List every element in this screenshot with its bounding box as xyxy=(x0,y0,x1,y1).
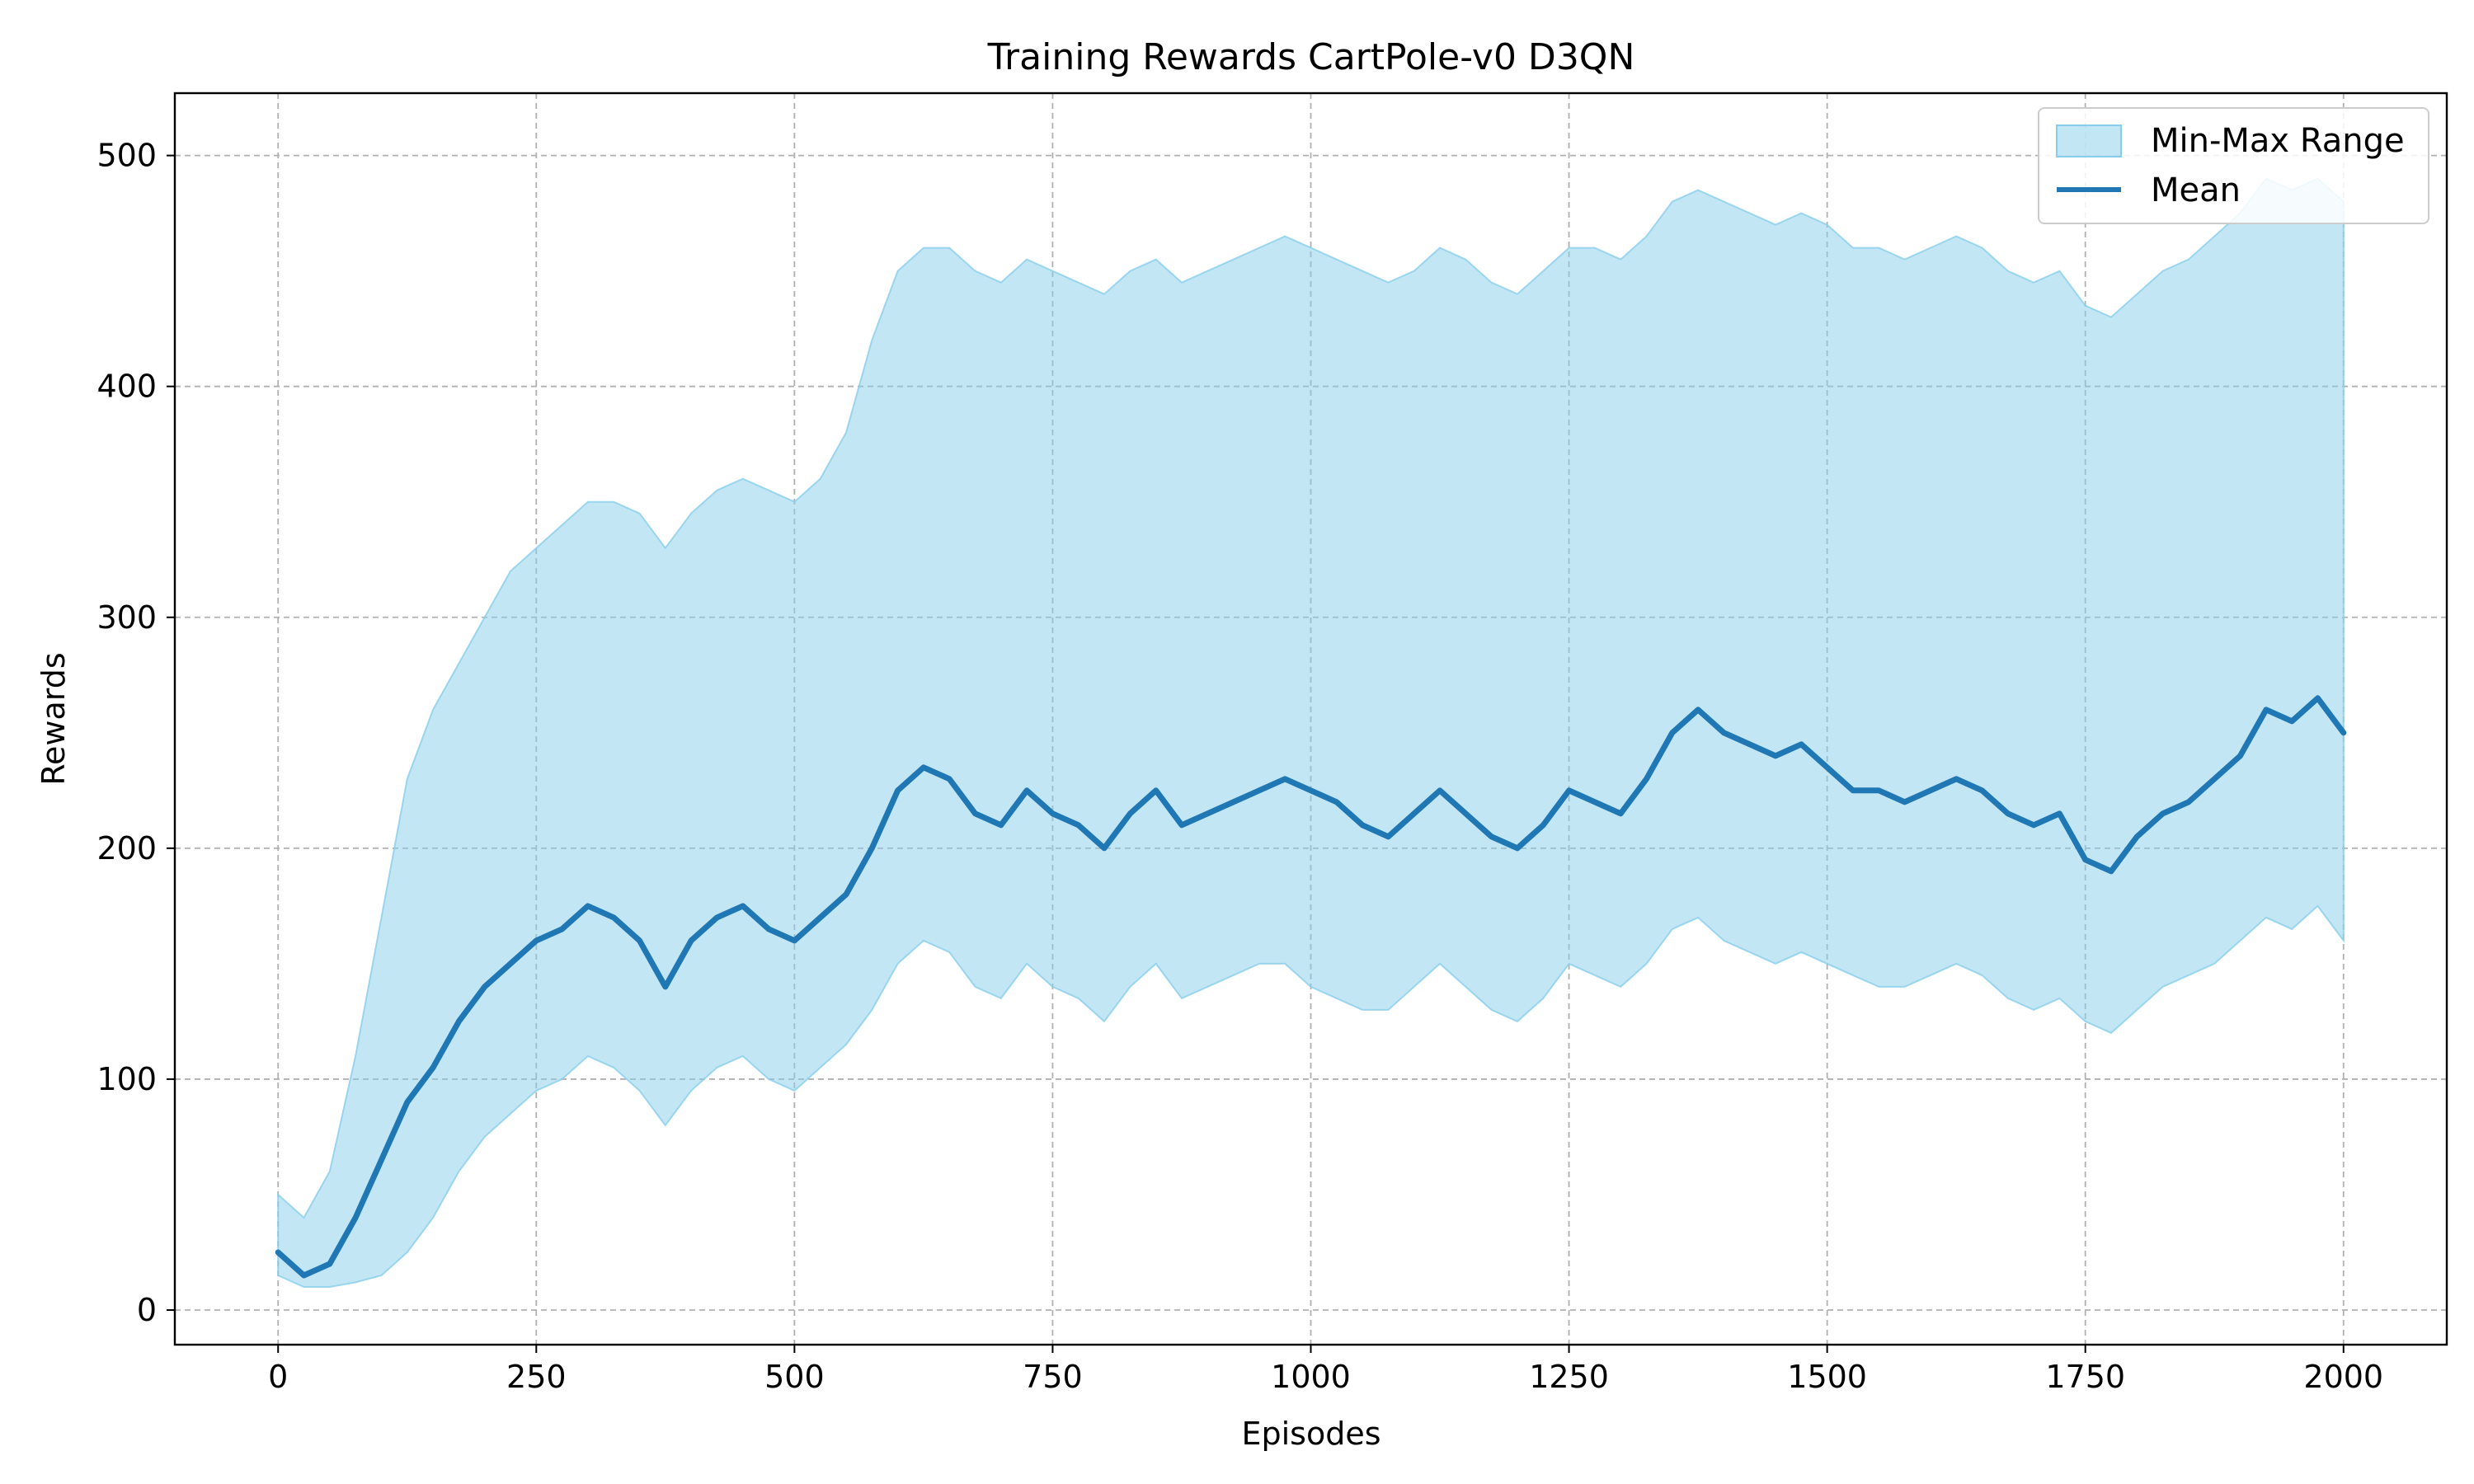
mean-line xyxy=(275,695,2347,1279)
x-tick-label: 500 xyxy=(764,1359,825,1395)
y-tick-label: 500 xyxy=(96,138,157,174)
y-tick-label: 300 xyxy=(96,599,157,636)
x-tick-label: 0 xyxy=(268,1359,288,1395)
y-axis-label: Rewards xyxy=(35,652,72,785)
min-max-range-band xyxy=(277,177,2345,1288)
legend-band-swatch xyxy=(2056,124,2122,157)
legend-label-min-max-range: Min-Max Range xyxy=(2151,122,2405,160)
x-tick-label: 1250 xyxy=(1529,1359,1609,1395)
x-axis: 0 250 500 750 1000 1250 1500 1750 2000 xyxy=(268,1345,2383,1395)
legend: Min-Max Range Mean xyxy=(2038,107,2429,224)
plot-area xyxy=(275,177,2347,1288)
x-tick-label: 2000 xyxy=(2303,1359,2383,1395)
y-tick-label: 200 xyxy=(96,830,157,866)
y-tick-label: 100 xyxy=(96,1061,157,1097)
y-axis: 0 100 200 300 400 500 xyxy=(96,138,175,1328)
legend-label-mean: Mean xyxy=(2151,171,2241,209)
x-tick-label: 1000 xyxy=(1271,1359,1351,1395)
x-tick-label: 1500 xyxy=(1787,1359,1867,1395)
y-tick-label: 400 xyxy=(96,369,157,405)
legend-box xyxy=(2038,107,2429,224)
x-tick-label: 1750 xyxy=(2045,1359,2125,1395)
y-tick-label: 0 xyxy=(137,1292,157,1328)
x-axis-label: Episodes xyxy=(1241,1416,1380,1452)
x-tick-label: 250 xyxy=(506,1359,567,1395)
chart-title: Training Rewards CartPole-v0 D3QN xyxy=(987,36,1635,78)
x-tick-label: 750 xyxy=(1023,1359,1083,1395)
